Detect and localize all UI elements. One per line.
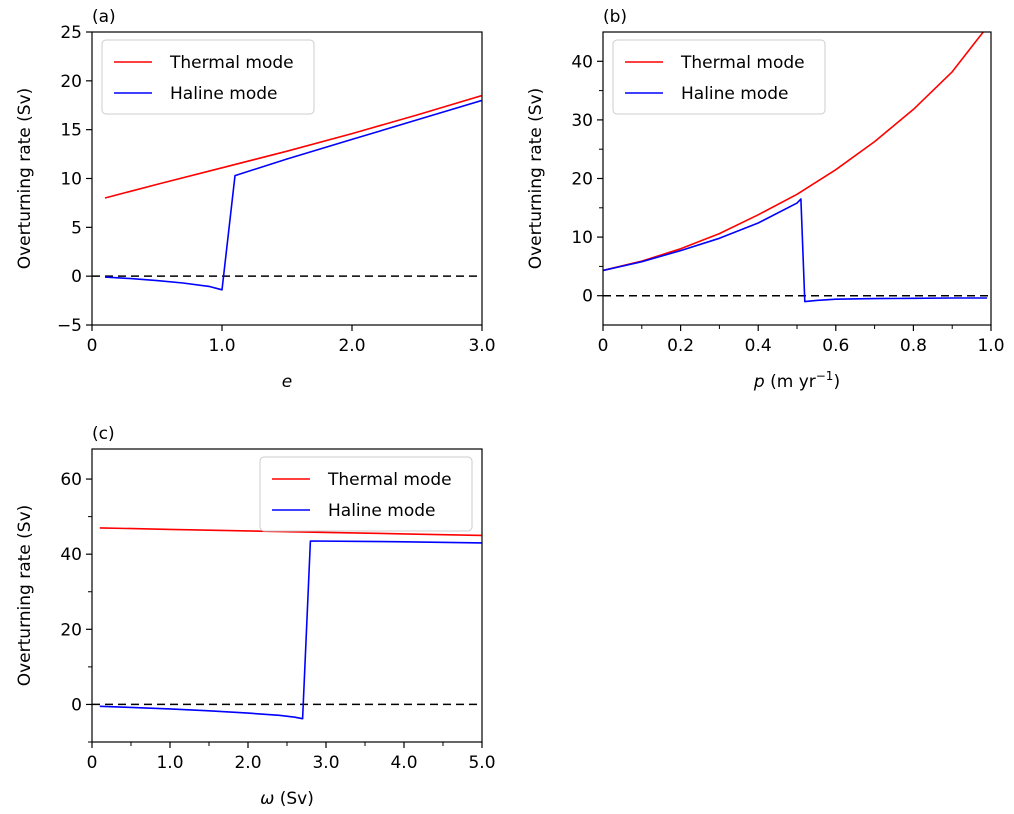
y-tick-label: 15: [60, 121, 82, 141]
x-tick-label: 0.6: [822, 336, 849, 356]
legend-label: Thermal mode: [169, 53, 294, 73]
x-tick-label: 0: [598, 336, 609, 356]
y-tick-label: 40: [60, 545, 82, 565]
series-line-haline: [603, 198, 988, 303]
x-axis-label: e: [282, 372, 292, 392]
legend-box: [259, 456, 473, 532]
series-line-thermal: [104, 94, 482, 199]
legend-label: Haline mode: [681, 84, 789, 104]
legend-label: Haline mode: [328, 501, 436, 521]
x-tick-label: 0.4: [745, 336, 772, 356]
legend: Thermal mode Haline mode: [612, 39, 826, 115]
y-tick-label: 10: [60, 170, 82, 190]
series-line-thermal: [603, 32, 985, 272]
panel-c: 0 1.0 2.0 3.0 4.0 5.0 0 20 40 60 Overturning rate …: [15, 424, 496, 809]
x-tick-label: 1.0: [208, 336, 235, 356]
y-tick-label: 20: [60, 72, 82, 92]
x-tick-label: 0.8: [900, 336, 927, 356]
x-tick-label: 4.0: [390, 753, 417, 773]
y-tick-label: 0: [71, 267, 82, 287]
series-line-thermal: [99, 527, 482, 537]
x-tick-label: 2.0: [338, 336, 365, 356]
y-tick-label: 5: [71, 218, 82, 238]
y-tick-label: 10: [571, 228, 593, 248]
y-tick-label: 25: [60, 23, 82, 43]
y-tick-label: 20: [571, 170, 593, 190]
series-line-haline: [104, 99, 482, 291]
legend: Thermal mode Haline mode: [259, 456, 473, 532]
legend-label: Haline mode: [170, 84, 278, 104]
y-tick-label: 30: [571, 111, 593, 131]
legend-label: Thermal mode: [327, 470, 452, 490]
series-line-haline: [99, 540, 482, 720]
legend-label: Thermal mode: [680, 53, 805, 73]
x-tick-label: 0: [87, 336, 98, 356]
y-axis-label: Overturning rate (Sv): [15, 505, 35, 687]
x-tick-label: 3.0: [312, 753, 339, 773]
x-axis-label: ω (Sv): [260, 789, 314, 809]
panel-label: (a): [92, 7, 116, 27]
legend-box: [612, 39, 826, 115]
x-tick-label: 5.0: [468, 753, 495, 773]
x-axis-label: p (m yr−1): [753, 369, 840, 392]
y-tick-label: 0: [582, 287, 593, 307]
panel-b: 0 0.2 0.4 0.6 0.8 1.0 0 10 20 30 40 Overturning rat…: [526, 7, 1005, 392]
y-axis-label: Overturning rate (Sv): [526, 88, 546, 270]
x-tick-label: 2.0: [234, 753, 261, 773]
y-tick-label: 60: [60, 470, 82, 490]
x-tick-label: 0: [87, 753, 98, 773]
y-tick-label: 40: [571, 52, 593, 72]
y-tick-label: −5: [57, 316, 82, 336]
y-axis-label: Overturning rate (Sv): [15, 88, 35, 270]
x-tick-label: 1.0: [156, 753, 183, 773]
x-tick-label: 0.2: [667, 336, 694, 356]
legend: Thermal mode Haline mode: [101, 39, 315, 115]
x-tick-label: 3.0: [468, 336, 495, 356]
y-tick-label: 0: [71, 695, 82, 715]
x-tick-label: 1.0: [977, 336, 1004, 356]
panel-label: (b): [603, 7, 627, 27]
y-tick-label: 20: [60, 620, 82, 640]
panel-label: (c): [92, 424, 115, 444]
legend-box: [101, 39, 315, 115]
